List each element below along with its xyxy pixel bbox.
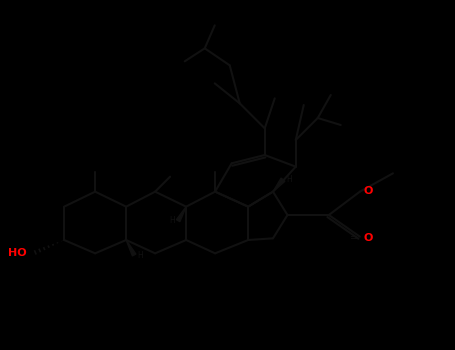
Polygon shape [177, 206, 186, 222]
Text: HO: HO [9, 248, 27, 258]
Text: H: H [137, 251, 143, 259]
Text: O: O [364, 233, 373, 243]
Text: O: O [364, 186, 373, 196]
Polygon shape [126, 240, 136, 256]
Text: =: = [350, 233, 358, 243]
Polygon shape [273, 178, 285, 192]
Text: H: H [169, 216, 175, 225]
Text: H: H [286, 175, 292, 184]
